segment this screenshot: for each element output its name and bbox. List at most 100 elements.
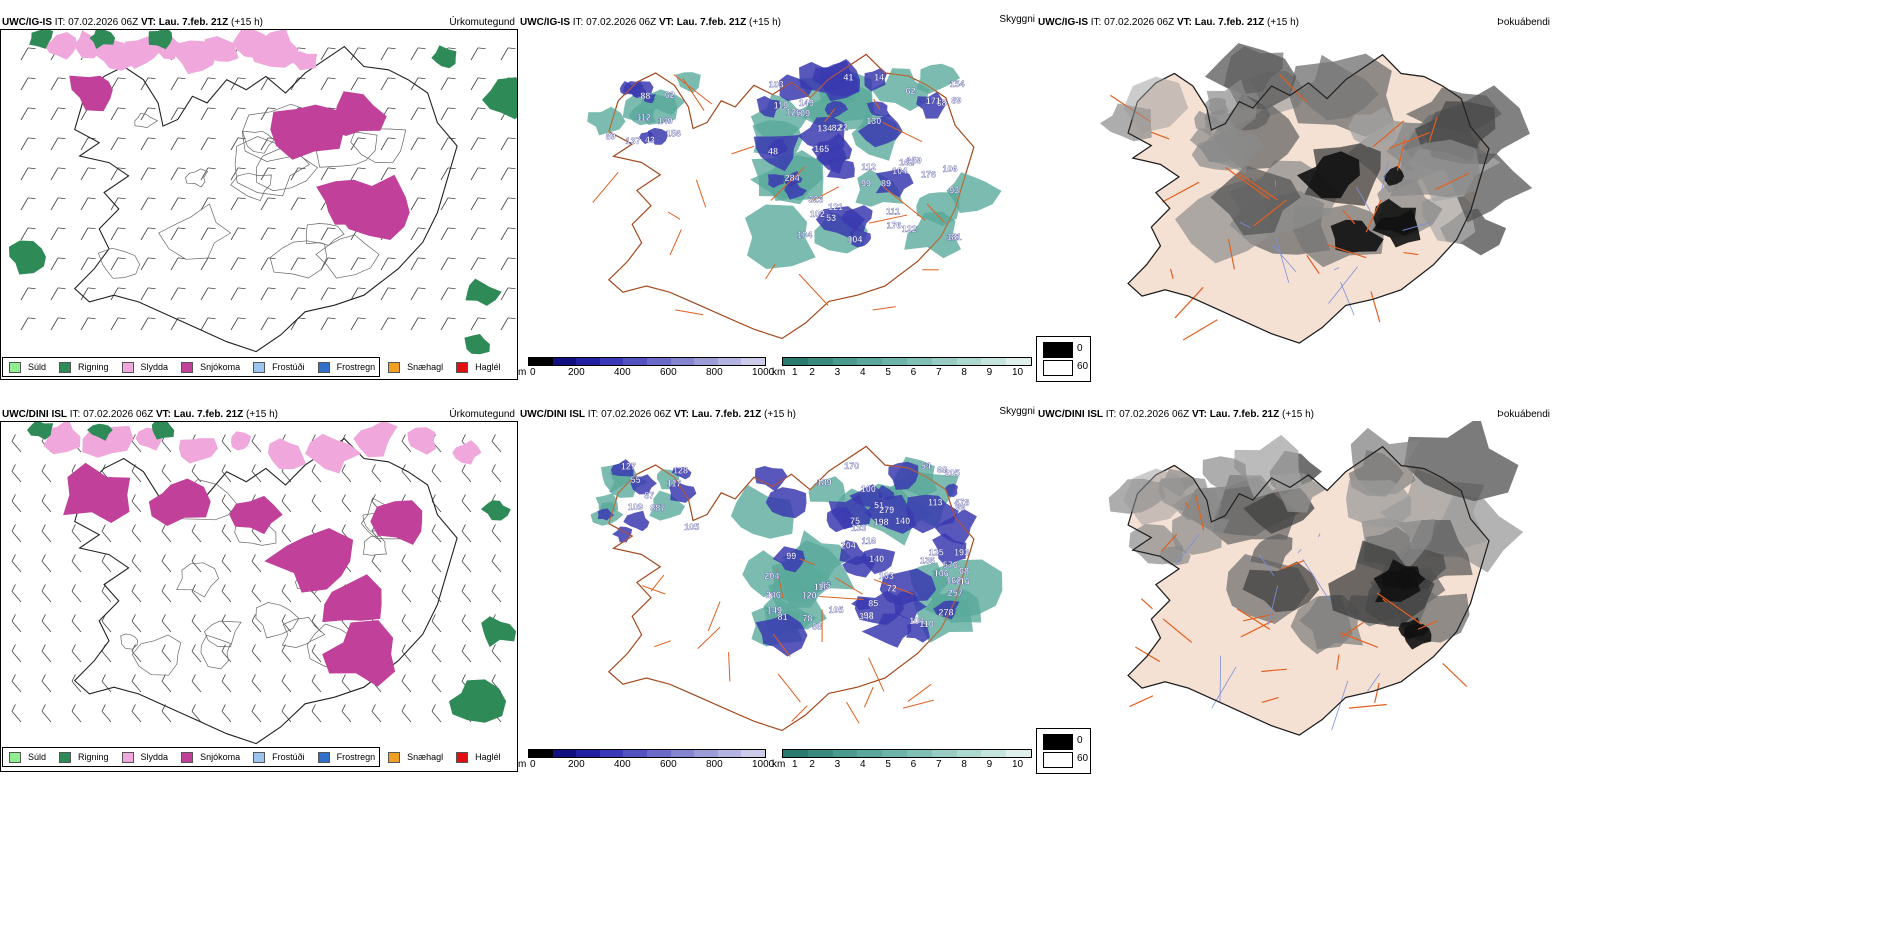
wind-barb bbox=[251, 614, 262, 633]
wind-barb bbox=[110, 227, 126, 241]
panel-header: UWC/IG-IS IT: 07.02.2026 06Z VT: Lau. 7.… bbox=[1038, 17, 1299, 28]
colorbar-tick-label: 1 bbox=[792, 367, 798, 378]
wind-barb-flag bbox=[207, 227, 216, 230]
road-line bbox=[873, 98, 881, 110]
vt-label: VT: bbox=[140, 17, 156, 28]
wind-barb bbox=[71, 554, 82, 573]
wind-barb-staff bbox=[281, 531, 292, 543]
wind-barb bbox=[230, 257, 246, 271]
legend-label: Frostúði bbox=[272, 362, 305, 372]
wind-barb bbox=[131, 584, 142, 603]
terrain-contour bbox=[255, 602, 300, 639]
wind-barb-flag bbox=[491, 554, 496, 562]
wind-barb-staff bbox=[401, 591, 412, 603]
westfjords-fog bbox=[1123, 76, 1189, 133]
wind-barb bbox=[290, 227, 306, 241]
wind-barb-staff bbox=[260, 107, 269, 121]
wind-barb bbox=[431, 464, 442, 483]
wind-barb bbox=[401, 434, 412, 453]
wind-barb-flag bbox=[221, 494, 226, 502]
wind-barb bbox=[20, 227, 36, 241]
wind-barb bbox=[260, 197, 276, 211]
river-line bbox=[1297, 549, 1302, 554]
wind-barb bbox=[290, 197, 306, 211]
wind-barb-flag bbox=[147, 197, 156, 200]
cloud-base-value: 149 bbox=[767, 605, 782, 615]
wind-barb bbox=[350, 167, 366, 181]
wind-barb-flag bbox=[131, 494, 136, 502]
wind-barb-flag bbox=[431, 644, 436, 652]
colorbar-segment bbox=[1006, 750, 1031, 757]
sleet-area bbox=[353, 422, 398, 458]
panel-title: Úrkomutegund bbox=[449, 17, 515, 28]
wind-barb bbox=[170, 167, 186, 181]
fog-legend-bottom: 0 60 bbox=[1036, 728, 1091, 774]
rain-area bbox=[148, 30, 173, 50]
wind-barb-staff bbox=[380, 287, 389, 301]
rain-area bbox=[480, 500, 511, 521]
wind-barb bbox=[230, 197, 246, 211]
wind-barb-staff bbox=[50, 227, 59, 241]
colorbar-tick-label: 6 bbox=[910, 367, 917, 378]
cloud-base-value: 88 bbox=[640, 91, 650, 101]
road-line bbox=[1182, 319, 1218, 341]
wind-barb-staff bbox=[431, 681, 442, 693]
wind-barb bbox=[350, 317, 366, 331]
wind-barb-flag bbox=[101, 704, 106, 712]
wind-barb-staff bbox=[50, 107, 59, 121]
wind-barb-flag bbox=[117, 77, 126, 80]
fog-legend-swatch bbox=[1043, 734, 1073, 750]
vt-label: VT: bbox=[658, 17, 674, 28]
cloud-base-area bbox=[755, 466, 788, 492]
road-line bbox=[882, 122, 923, 143]
wind-barb-staff bbox=[251, 471, 262, 483]
wind-barb-flag bbox=[281, 524, 286, 532]
wind-barb-flag bbox=[431, 554, 436, 562]
legend-item: Snæhagl bbox=[388, 751, 443, 763]
wind-barb-staff bbox=[320, 167, 329, 181]
road-line bbox=[669, 229, 682, 256]
wind-barb-staff bbox=[260, 257, 269, 271]
wind-barb-flag bbox=[207, 197, 216, 200]
wind-barb bbox=[140, 257, 156, 271]
fog-legend-value: 0 bbox=[1077, 343, 1083, 354]
cloud-base-value: 53 bbox=[826, 213, 836, 223]
wind-barb-flag bbox=[237, 317, 246, 320]
colorbar-tick-label: 400 bbox=[614, 367, 631, 378]
wind-barb-flag bbox=[297, 77, 306, 80]
wind-barb-staff bbox=[170, 107, 179, 121]
wind-barb-flag bbox=[147, 137, 156, 140]
wind-barb bbox=[131, 554, 142, 573]
wind-barb-flag bbox=[131, 704, 136, 712]
wind-barb-staff bbox=[131, 531, 142, 543]
wind-barb bbox=[161, 674, 172, 693]
wind-barb bbox=[101, 674, 112, 693]
sleet-area bbox=[43, 422, 81, 455]
colorbar-tick-label: 5 bbox=[885, 759, 891, 770]
colorbar-segment bbox=[857, 358, 883, 365]
wind-barb-staff bbox=[491, 591, 502, 603]
model-name: UWC/IG-IS bbox=[520, 17, 570, 28]
wind-barb bbox=[200, 77, 216, 91]
wind-barb-staff bbox=[320, 287, 329, 301]
wind-barb-staff bbox=[41, 621, 52, 633]
wind-barb-flag bbox=[87, 257, 96, 260]
river-line bbox=[1340, 281, 1355, 316]
wind-barb-staff bbox=[440, 227, 449, 241]
wind-barb bbox=[140, 107, 156, 121]
cloud-base-value: 323 bbox=[808, 194, 823, 204]
terrain-contour bbox=[305, 223, 345, 246]
road-line bbox=[902, 699, 934, 709]
wind-barb-staff bbox=[140, 137, 149, 151]
wind-barb-flag bbox=[311, 434, 316, 442]
wind-barb bbox=[41, 494, 52, 513]
wind-barb-staff bbox=[491, 531, 502, 543]
wind-barb-staff bbox=[320, 47, 329, 61]
wind-barb bbox=[200, 287, 216, 301]
cloud-base-area bbox=[643, 93, 656, 104]
colorbar-tick-label: 5 bbox=[885, 367, 891, 378]
wind-barb bbox=[380, 47, 396, 61]
legend-label: Haglél bbox=[475, 362, 501, 372]
colorbar-tick-label: 1 bbox=[792, 759, 798, 770]
wind-barb-staff bbox=[410, 287, 419, 301]
